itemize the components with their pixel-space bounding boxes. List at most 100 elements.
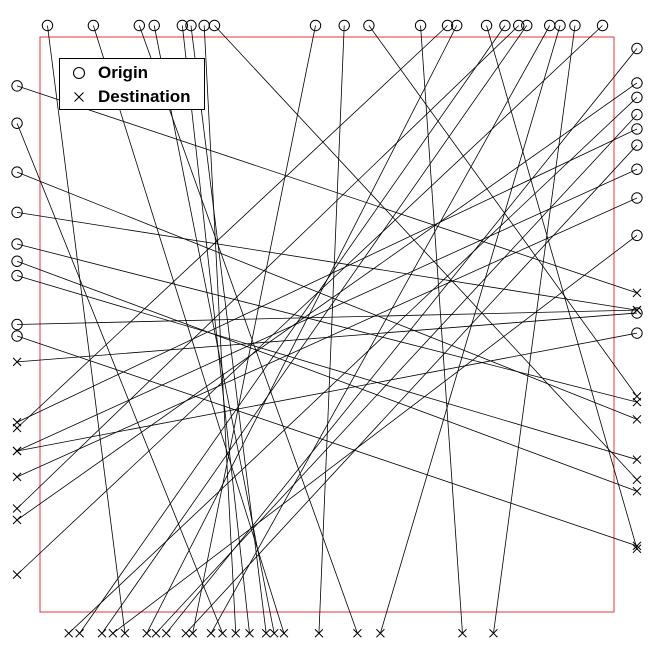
destination-marker-stroke <box>632 305 642 315</box>
origin-marker <box>631 139 643 151</box>
destination-marker <box>12 446 22 456</box>
origin-marker <box>631 108 643 121</box>
destination-marker <box>376 628 385 638</box>
destination-marker <box>314 628 324 638</box>
origin-marker <box>480 19 493 32</box>
destination-marker-stroke <box>108 628 118 638</box>
origin-marker <box>441 19 454 32</box>
destination-marker-stroke <box>12 515 22 525</box>
flow-lines <box>16 25 638 634</box>
flow-line <box>210 25 551 634</box>
flow-line <box>486 25 638 549</box>
origin-marker <box>11 269 23 282</box>
flow-line <box>203 25 237 634</box>
destination-marker-stroke <box>632 415 642 424</box>
destination-marker <box>151 628 161 638</box>
origin-marker <box>451 19 463 32</box>
flow-line <box>16 82 638 521</box>
flow-line <box>112 235 638 634</box>
destination-marker-stroke <box>279 628 289 638</box>
destination-marker-stroke <box>632 397 642 407</box>
destination-marker-stroke <box>12 570 22 579</box>
origin-marker <box>631 163 643 175</box>
origin-marker <box>631 91 643 104</box>
destination-marker-stroke <box>12 504 22 513</box>
destination-marker <box>632 397 642 407</box>
destination-marker-stroke <box>632 486 642 496</box>
flow-line <box>155 114 638 634</box>
flow-line <box>17 312 637 363</box>
flow-line <box>16 123 223 634</box>
flow-line <box>185 144 638 634</box>
destination-marker <box>108 628 118 638</box>
origin-marker <box>87 19 100 32</box>
destination-marker-stroke <box>314 628 324 638</box>
flow-line <box>493 25 576 634</box>
origin-marker <box>338 19 350 32</box>
destination-marker-stroke <box>64 628 74 638</box>
destination-marker <box>12 515 22 525</box>
legend-destination-label: Destination <box>98 87 191 106</box>
destination-marker-stroke <box>353 628 362 638</box>
origin-marker <box>11 330 23 342</box>
flow-line <box>138 25 358 634</box>
origin-marker <box>499 19 511 32</box>
destination-marker <box>261 628 271 638</box>
origin-marker <box>309 19 322 32</box>
destination-marker-stroke <box>151 628 161 638</box>
flow-line <box>93 25 285 634</box>
destination-marker-stroke <box>245 628 254 638</box>
destination-marker <box>632 541 642 551</box>
origin-marker <box>11 80 23 92</box>
destination-marker-stroke <box>188 628 198 638</box>
flow-line <box>16 332 638 452</box>
flow-line <box>420 25 463 634</box>
destination-marker-stroke <box>632 544 642 554</box>
flow-line <box>318 25 345 634</box>
destination-marker <box>12 472 22 482</box>
destination-marker <box>269 628 279 638</box>
flow-line <box>79 25 506 634</box>
flow-line <box>16 25 519 509</box>
destination-marker <box>64 628 74 638</box>
destination-marker-stroke <box>12 417 22 427</box>
origin-marker <box>11 166 23 178</box>
destination-marker-stroke <box>261 628 271 638</box>
flow-line <box>368 25 638 397</box>
origin-marker <box>631 307 643 319</box>
destination-marker-stroke <box>632 288 642 298</box>
destination-marker <box>75 628 84 638</box>
destination-marker-stroke <box>120 628 130 638</box>
origin-marker <box>185 19 197 32</box>
origin-marker <box>631 192 643 204</box>
origin-marker <box>133 19 146 32</box>
destination-marker-stroke <box>269 628 279 638</box>
destination-marker-stroke <box>142 628 152 638</box>
destination-marker <box>218 628 227 638</box>
flow-line <box>16 85 638 294</box>
circle-marker-icon <box>72 66 86 80</box>
destination-marker-stroke <box>161 628 171 638</box>
flow-line <box>16 243 638 403</box>
origin-marker <box>596 19 609 32</box>
origin-marker <box>208 19 221 32</box>
destination-marker-stroke <box>75 628 84 638</box>
destination-marker-stroke <box>632 541 642 551</box>
flow-line <box>16 25 448 429</box>
plot-frame <box>39 36 615 613</box>
destination-marker-stroke <box>181 628 191 638</box>
destination-marker <box>353 628 362 638</box>
origin-marker <box>513 19 525 32</box>
origin-marker <box>521 19 533 32</box>
destination-marker-stroke <box>12 446 22 456</box>
origin-marker <box>11 117 23 129</box>
destination-marker <box>632 486 642 496</box>
origin-marker <box>631 77 643 89</box>
origin-marker <box>414 19 427 32</box>
destination-marker <box>231 628 241 638</box>
cross-marker-icon <box>74 92 84 102</box>
destination-marker <box>632 475 642 485</box>
flow-line <box>214 25 638 481</box>
flow-line <box>17 309 637 325</box>
